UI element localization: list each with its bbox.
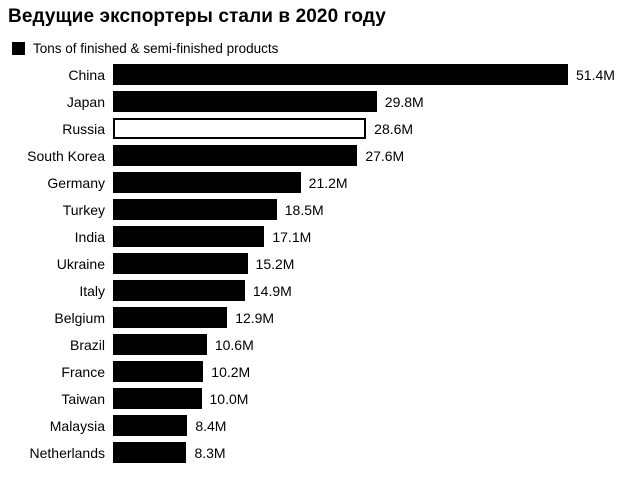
category-label: India <box>74 228 105 245</box>
category-label: Russia <box>62 120 105 137</box>
bar-row: Italy 14.9M <box>0 280 629 301</box>
bar-row: China 51.4M <box>0 64 629 85</box>
value-label: 8.3M <box>194 444 226 461</box>
legend-swatch-icon <box>12 42 25 55</box>
legend: Tons of finished & semi-finished product… <box>12 41 278 56</box>
bar-row: France 10.2M <box>0 361 629 382</box>
bar-row: Netherlands 8.3M <box>0 442 629 463</box>
category-label: Taiwan <box>61 390 105 407</box>
category-label: Ukraine <box>56 255 105 272</box>
bar <box>113 361 204 382</box>
bar <box>113 415 188 436</box>
legend-label: Tons of finished & semi-finished product… <box>33 41 279 56</box>
category-label: China <box>68 66 105 83</box>
value-label: 12.9M <box>235 309 275 326</box>
bar <box>113 172 301 193</box>
value-label: 51.4M <box>576 66 615 83</box>
value-label: 15.2M <box>255 255 295 272</box>
bar-chart: China 51.4M Japan 29.8M Russia 28.6M South Kor… <box>0 64 629 469</box>
bar-row: Malaysia 8.4M <box>0 415 629 436</box>
category-label: South Korea <box>27 147 105 164</box>
value-label: 21.2M <box>308 174 348 191</box>
value-label: 18.5M <box>284 201 324 218</box>
bar-row: Turkey 18.5M <box>0 199 629 220</box>
chart-title: Ведущие экспортеры стали в 2020 году <box>8 6 386 27</box>
bar-row: Taiwan 10.0M <box>0 388 629 409</box>
bar <box>113 64 568 85</box>
value-label: 29.8M <box>384 93 424 110</box>
category-label: Italy <box>79 282 105 299</box>
bar <box>113 334 207 355</box>
bar <box>113 253 248 274</box>
value-label: 27.6M <box>365 147 405 164</box>
bar-row: Germany 21.2M <box>0 172 629 193</box>
category-label: Belgium <box>54 309 105 326</box>
bar <box>113 145 358 166</box>
bar-row: Belgium 12.9M <box>0 307 629 328</box>
category-label: France <box>61 363 105 380</box>
bar <box>113 307 228 328</box>
category-label: Japan <box>66 93 105 110</box>
category-label: Brazil <box>69 336 105 353</box>
bar <box>113 91 377 112</box>
value-label: 17.1M <box>272 228 312 245</box>
bar-row: Russia 28.6M <box>0 118 629 139</box>
bar-row: Ukraine 15.2M <box>0 253 629 274</box>
bar <box>113 442 187 463</box>
bar-highlighted <box>113 118 367 139</box>
category-label: Malaysia <box>49 417 105 434</box>
category-label: Turkey <box>62 201 105 218</box>
bar-row: Brazil 10.6M <box>0 334 629 355</box>
bar-row: South Korea 27.6M <box>0 145 629 166</box>
value-label: 10.6M <box>214 336 254 353</box>
category-label: Netherlands <box>29 444 106 461</box>
value-label: 10.2M <box>211 363 251 380</box>
bar-row: India 17.1M <box>0 226 629 247</box>
value-label: 28.6M <box>374 120 414 137</box>
value-label: 10.0M <box>209 390 249 407</box>
bar <box>113 280 245 301</box>
bar <box>113 226 265 247</box>
bar <box>113 388 202 409</box>
bar-row: Japan 29.8M <box>0 91 629 112</box>
category-label: Germany <box>47 174 105 191</box>
value-label: 14.9M <box>252 282 292 299</box>
bar <box>113 199 277 220</box>
value-label: 8.4M <box>195 417 227 434</box>
